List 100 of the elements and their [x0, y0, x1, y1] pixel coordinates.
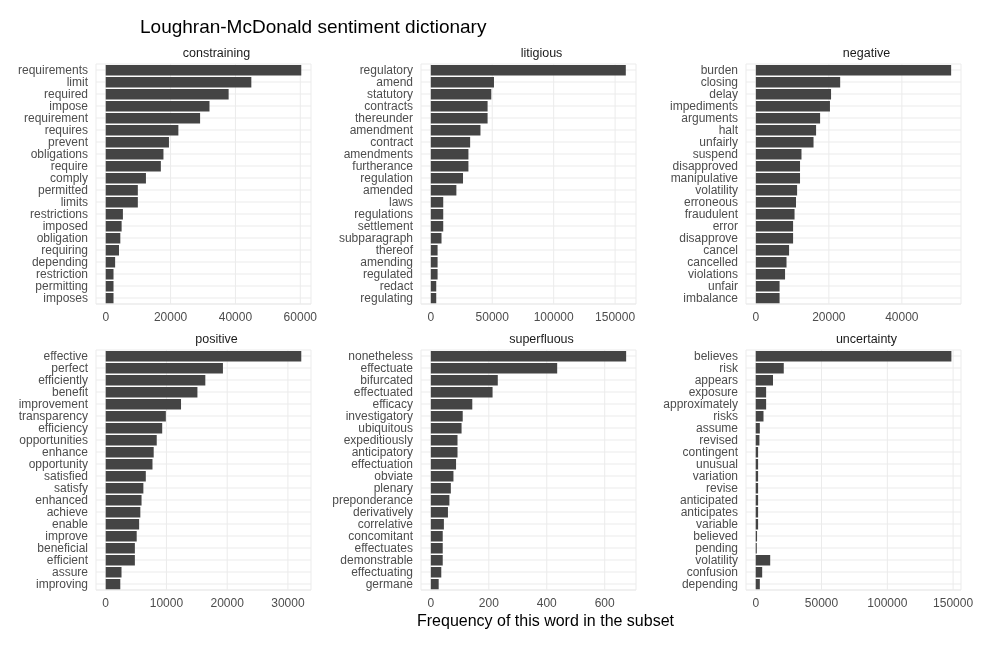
y-tick-label: delay: [709, 87, 738, 102]
y-tick-label: cancelled: [687, 255, 738, 270]
y-tick-label: furtherance: [352, 159, 414, 174]
x-tick-label: 0: [752, 309, 760, 324]
y-tick-label: disapprove: [679, 231, 739, 246]
y-tick-label: permitted: [37, 183, 88, 198]
y-tick-label: effectuated: [353, 385, 413, 400]
y-tick-label: permitting: [35, 279, 88, 294]
y-tick-label: effectuating: [351, 565, 413, 580]
y-tick-label: statutory: [366, 87, 413, 102]
y-tick-label: volatility: [695, 553, 738, 568]
y-tick-label: effective: [43, 349, 89, 364]
chart-title: uncertainty: [834, 332, 899, 348]
y-tick-label: imposes: [43, 291, 88, 306]
x-tick-label: 20000: [812, 309, 846, 324]
y-tick-label: impose: [49, 99, 89, 114]
y-tick-label: effectuate: [360, 361, 414, 376]
y-tick-label: closing: [700, 75, 738, 90]
y-tick-label: efficacy: [372, 397, 413, 412]
y-tick-label: perfect: [51, 361, 89, 376]
y-tick-label: restriction: [35, 267, 88, 282]
y-tick-label: correlative: [357, 517, 414, 532]
y-tick-label: risk: [719, 361, 739, 376]
chart-title: litigious: [519, 46, 564, 62]
y-tick-label: transparency: [18, 409, 88, 424]
y-tick-label: regulation: [360, 171, 413, 186]
y-tick-label: contract: [370, 135, 414, 150]
y-tick-label: satisfied: [43, 469, 88, 484]
y-tick-label: effectuation: [351, 457, 413, 472]
y-tick-label: thereunder: [354, 111, 413, 126]
y-tick-label: effectuates: [354, 541, 413, 556]
y-tick-label: amend: [376, 75, 413, 90]
y-tick-label: variation: [692, 469, 738, 484]
y-tick-label: regulated: [362, 267, 413, 282]
y-tick-label: amending: [360, 255, 413, 270]
y-tick-label: requiring: [41, 243, 88, 258]
y-tick-label: amended: [362, 183, 413, 198]
x-tick-label: 0: [752, 595, 760, 610]
chart-title: negative: [841, 46, 892, 62]
y-tick-label: impediments: [669, 99, 738, 114]
y-tick-label: variable: [695, 517, 739, 532]
y-tick-label: prevent: [47, 135, 89, 150]
y-tick-label: anticipatory: [351, 445, 413, 460]
x-tick-label: 20000: [210, 595, 245, 610]
x-tick-label: 150000: [933, 595, 974, 610]
y-tick-label: limits: [60, 195, 88, 210]
y-tick-label: improving: [35, 577, 88, 592]
y-tick-label: beneficial: [37, 541, 88, 556]
y-tick-label: improve: [45, 529, 89, 544]
text: Loughran-McDonald sentiment dictionary: [139, 15, 488, 39]
y-tick-label: restrictions: [29, 207, 88, 222]
y-tick-label: nonetheless: [348, 349, 413, 364]
x-tick-label: 0: [427, 309, 435, 324]
y-tick-label: settlement: [357, 219, 414, 234]
y-tick-label: enable: [51, 517, 89, 532]
y-tick-label: benefit: [51, 385, 89, 400]
y-tick-label: plenary: [373, 481, 413, 496]
y-tick-label: believes: [693, 349, 738, 364]
y-tick-label: obviate: [374, 469, 414, 484]
y-tick-label: assume: [695, 421, 739, 436]
y-tick-label: required: [43, 87, 88, 102]
x-tick-label: 0: [102, 309, 110, 324]
x-tick-label: 150000: [595, 309, 636, 324]
x-tick-label: 30000: [271, 595, 305, 610]
y-tick-label: unfair: [707, 279, 738, 294]
y-tick-label: regulatory: [359, 63, 413, 78]
x-tick-label: 100000: [867, 595, 908, 610]
y-tick-label: regulations: [354, 207, 413, 222]
y-tick-label: obligation: [36, 231, 88, 246]
y-tick-label: expeditiously: [343, 433, 413, 448]
y-tick-label: anticipated: [679, 493, 738, 508]
y-tick-label: amendments: [343, 147, 413, 162]
y-tick-label: burden: [700, 63, 738, 78]
y-tick-label: redact: [379, 279, 414, 294]
y-tick-label: cancel: [703, 243, 738, 258]
x-tick-label: 600: [594, 595, 616, 610]
x-tick-label: 200: [478, 595, 500, 610]
x-tick-label: 50000: [804, 595, 839, 610]
y-tick-label: enhanced: [35, 493, 88, 508]
y-tick-label: opportunities: [19, 433, 88, 448]
x-tick-label: 20000: [153, 309, 188, 324]
x-tick-label: 10000: [149, 595, 184, 610]
x-tick-label: 0: [102, 595, 110, 610]
y-tick-label: suspend: [692, 147, 738, 162]
y-tick-label: appears: [694, 373, 738, 388]
y-tick-label: opportunity: [28, 457, 88, 472]
y-tick-label: requires: [44, 123, 88, 138]
y-tick-label: subparagraph: [338, 231, 413, 246]
y-tick-label: risks: [713, 409, 738, 424]
x-tick-label: 50000: [475, 309, 510, 324]
chart-title: constraining: [181, 46, 252, 62]
y-tick-label: require: [50, 159, 89, 174]
chart-title: positive: [194, 332, 239, 348]
y-tick-label: requirement: [23, 111, 89, 126]
x-tick-label: 100000: [533, 309, 575, 324]
x-tick-label: 0: [427, 595, 435, 610]
y-tick-label: imbalance: [683, 291, 739, 306]
y-tick-label: volatility: [695, 183, 738, 198]
y-tick-label: revised: [699, 433, 738, 448]
y-tick-label: manipulative: [670, 171, 739, 186]
